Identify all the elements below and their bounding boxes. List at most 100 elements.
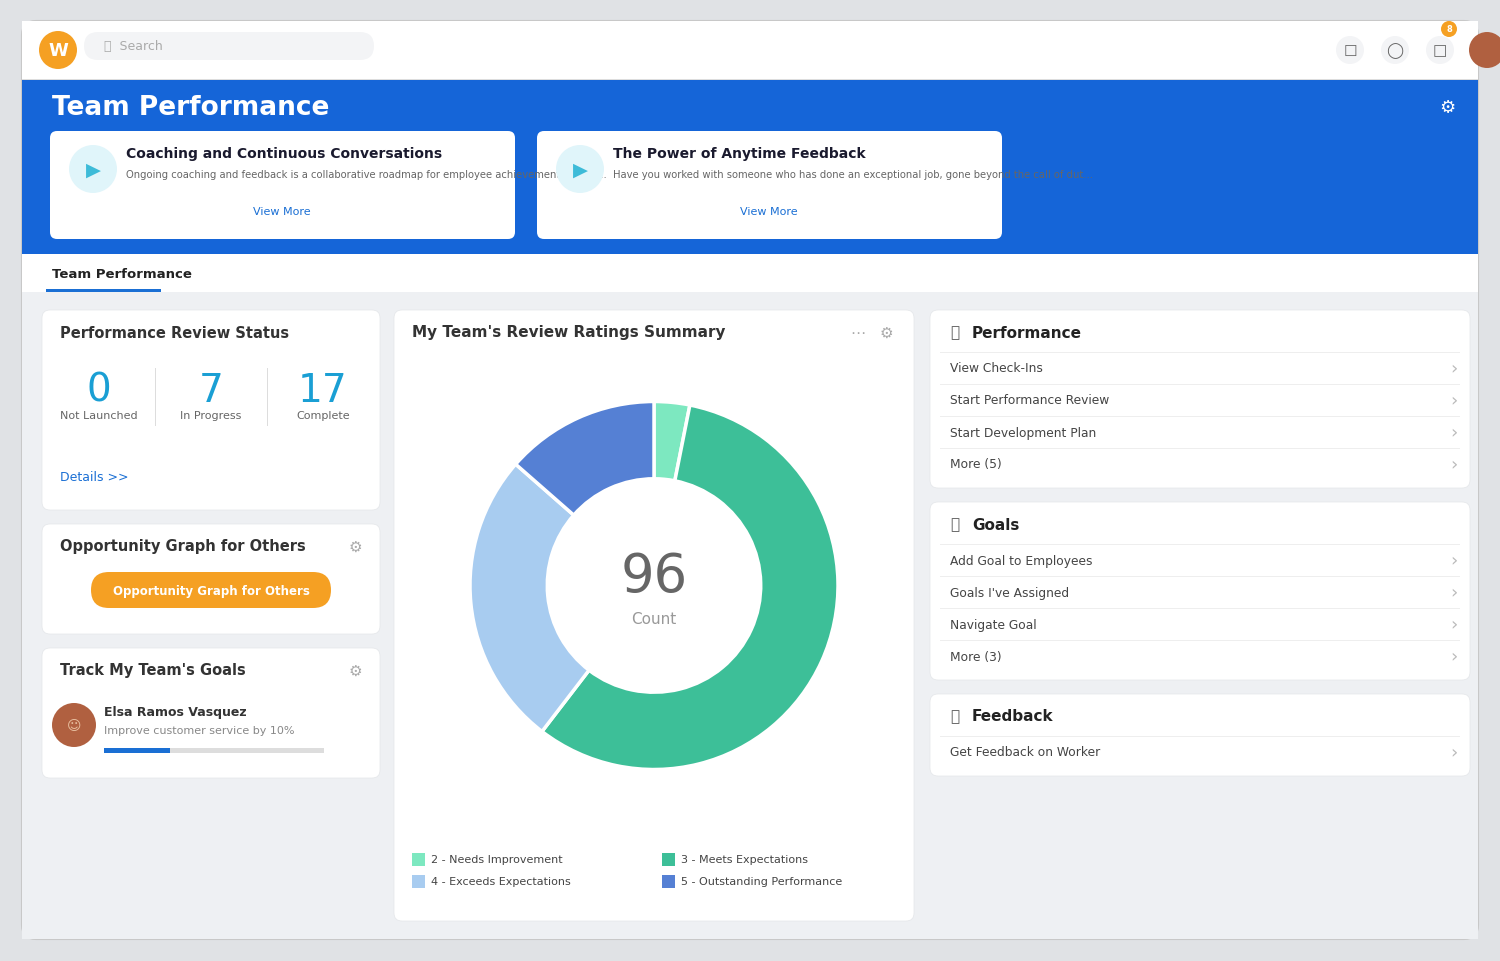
Text: ›: › — [1450, 583, 1458, 602]
Text: ⚙: ⚙ — [879, 325, 892, 340]
Text: Details >>: Details >> — [60, 471, 129, 484]
Text: Have you worked with someone who has done an exceptional job, gone beyond the ca: Have you worked with someone who has don… — [614, 170, 1094, 180]
Circle shape — [53, 703, 96, 748]
Circle shape — [1426, 37, 1454, 65]
Text: W: W — [48, 42, 68, 60]
Bar — [662, 853, 675, 866]
Text: Navigate Goal: Navigate Goal — [950, 618, 1036, 630]
Text: View More: View More — [254, 207, 310, 217]
Text: ⋯: ⋯ — [850, 325, 865, 340]
Bar — [22, 80, 1478, 255]
Text: 3 - Meets Expectations: 3 - Meets Expectations — [681, 854, 808, 864]
Text: 96: 96 — [621, 551, 687, 603]
Text: ›: › — [1450, 424, 1458, 441]
Bar — [22, 80, 1478, 81]
Text: ›: › — [1450, 552, 1458, 570]
FancyBboxPatch shape — [92, 573, 332, 608]
Text: 17: 17 — [298, 372, 348, 409]
Text: ☐: ☐ — [1342, 43, 1358, 59]
Text: ⌕  Search: ⌕ Search — [104, 40, 162, 54]
Bar — [78, 157, 108, 185]
Text: Goals: Goals — [972, 517, 1020, 532]
Text: ▶: ▶ — [86, 160, 100, 180]
Text: Feedback: Feedback — [972, 709, 1053, 724]
Text: □: □ — [1432, 43, 1448, 59]
Text: Coaching and Continuous Conversations: Coaching and Continuous Conversations — [126, 147, 442, 160]
Bar — [46, 289, 160, 293]
FancyBboxPatch shape — [394, 310, 914, 921]
Bar — [104, 749, 324, 753]
Text: 4 - Exceeds Expectations: 4 - Exceeds Expectations — [430, 876, 570, 886]
Text: Start Development Plan: Start Development Plan — [950, 426, 1096, 439]
Text: ⚙: ⚙ — [1438, 99, 1455, 117]
Text: ›: › — [1450, 391, 1458, 409]
Text: Start Performance Review: Start Performance Review — [950, 394, 1108, 407]
Text: Opportunity Graph for Others: Opportunity Graph for Others — [112, 584, 309, 597]
Text: 5 - Outstanding Performance: 5 - Outstanding Performance — [681, 876, 843, 886]
Bar — [662, 875, 675, 888]
Text: 2 - Needs Improvement: 2 - Needs Improvement — [430, 854, 562, 864]
Text: ›: › — [1450, 359, 1458, 378]
Wedge shape — [654, 402, 690, 481]
Text: Not Launched: Not Launched — [60, 410, 138, 421]
Bar — [22, 22, 1478, 80]
Text: ▶: ▶ — [573, 160, 588, 180]
Text: 0: 0 — [87, 372, 111, 409]
Circle shape — [1468, 33, 1500, 69]
Circle shape — [1442, 22, 1456, 38]
FancyBboxPatch shape — [42, 649, 380, 778]
Text: ›: › — [1450, 615, 1458, 633]
Wedge shape — [542, 406, 839, 770]
Text: Team Performance: Team Performance — [53, 267, 192, 281]
FancyBboxPatch shape — [84, 33, 374, 61]
Circle shape — [69, 146, 117, 194]
FancyBboxPatch shape — [537, 132, 1002, 239]
Text: Track My Team's Goals: Track My Team's Goals — [60, 663, 246, 678]
Circle shape — [556, 146, 604, 194]
Text: More (3): More (3) — [950, 650, 1002, 663]
Text: My Team's Review Ratings Summary: My Team's Review Ratings Summary — [413, 325, 726, 340]
Bar — [22, 293, 1478, 939]
FancyBboxPatch shape — [930, 694, 1470, 776]
Text: Complete: Complete — [296, 410, 350, 421]
Text: Count: Count — [632, 611, 676, 627]
Text: Opportunity Graph for Others: Opportunity Graph for Others — [60, 539, 306, 554]
Circle shape — [39, 32, 76, 70]
Text: Performance Review Status: Performance Review Status — [60, 325, 290, 340]
Text: View More: View More — [740, 207, 798, 217]
Text: Get Feedback on Worker: Get Feedback on Worker — [950, 746, 1100, 759]
Text: ⚙: ⚙ — [348, 539, 361, 554]
Text: Improve customer service by 10%: Improve customer service by 10% — [104, 726, 294, 735]
Text: 7: 7 — [198, 372, 223, 409]
Text: ◯: ◯ — [1386, 43, 1404, 59]
FancyBboxPatch shape — [22, 22, 1478, 939]
Text: In Progress: In Progress — [180, 410, 242, 421]
Text: Ongoing coaching and feedback is a collaborative roadmap for employee achievemen: Ongoing coaching and feedback is a colla… — [126, 170, 606, 180]
FancyBboxPatch shape — [42, 525, 380, 634]
Text: Elsa Ramos Vasquez: Elsa Ramos Vasquez — [104, 705, 246, 719]
Text: ›: › — [1450, 456, 1458, 474]
FancyBboxPatch shape — [930, 310, 1470, 488]
Bar — [22, 255, 1478, 293]
Text: ⚙: ⚙ — [348, 663, 361, 678]
Text: Add Goal to Employees: Add Goal to Employees — [950, 554, 1092, 567]
Text: ☺: ☺ — [66, 718, 81, 732]
Text: ⎘: ⎘ — [950, 709, 958, 724]
FancyBboxPatch shape — [42, 310, 380, 510]
Circle shape — [1382, 37, 1408, 65]
Bar — [104, 749, 170, 753]
Bar — [413, 853, 424, 866]
Text: ⎘: ⎘ — [950, 325, 958, 340]
Text: The Power of Anytime Feedback: The Power of Anytime Feedback — [614, 147, 866, 160]
Wedge shape — [516, 402, 654, 516]
Text: ›: › — [1450, 743, 1458, 761]
Text: Goals I've Assigned: Goals I've Assigned — [950, 586, 1070, 599]
Text: View Check-Ins: View Check-Ins — [950, 362, 1042, 375]
Text: ›: › — [1450, 648, 1458, 665]
Text: Performance: Performance — [972, 325, 1082, 340]
Text: 8: 8 — [1446, 26, 1452, 35]
Bar — [413, 875, 424, 888]
Text: More (5): More (5) — [950, 458, 1002, 471]
FancyBboxPatch shape — [50, 132, 514, 239]
Circle shape — [1336, 37, 1364, 65]
